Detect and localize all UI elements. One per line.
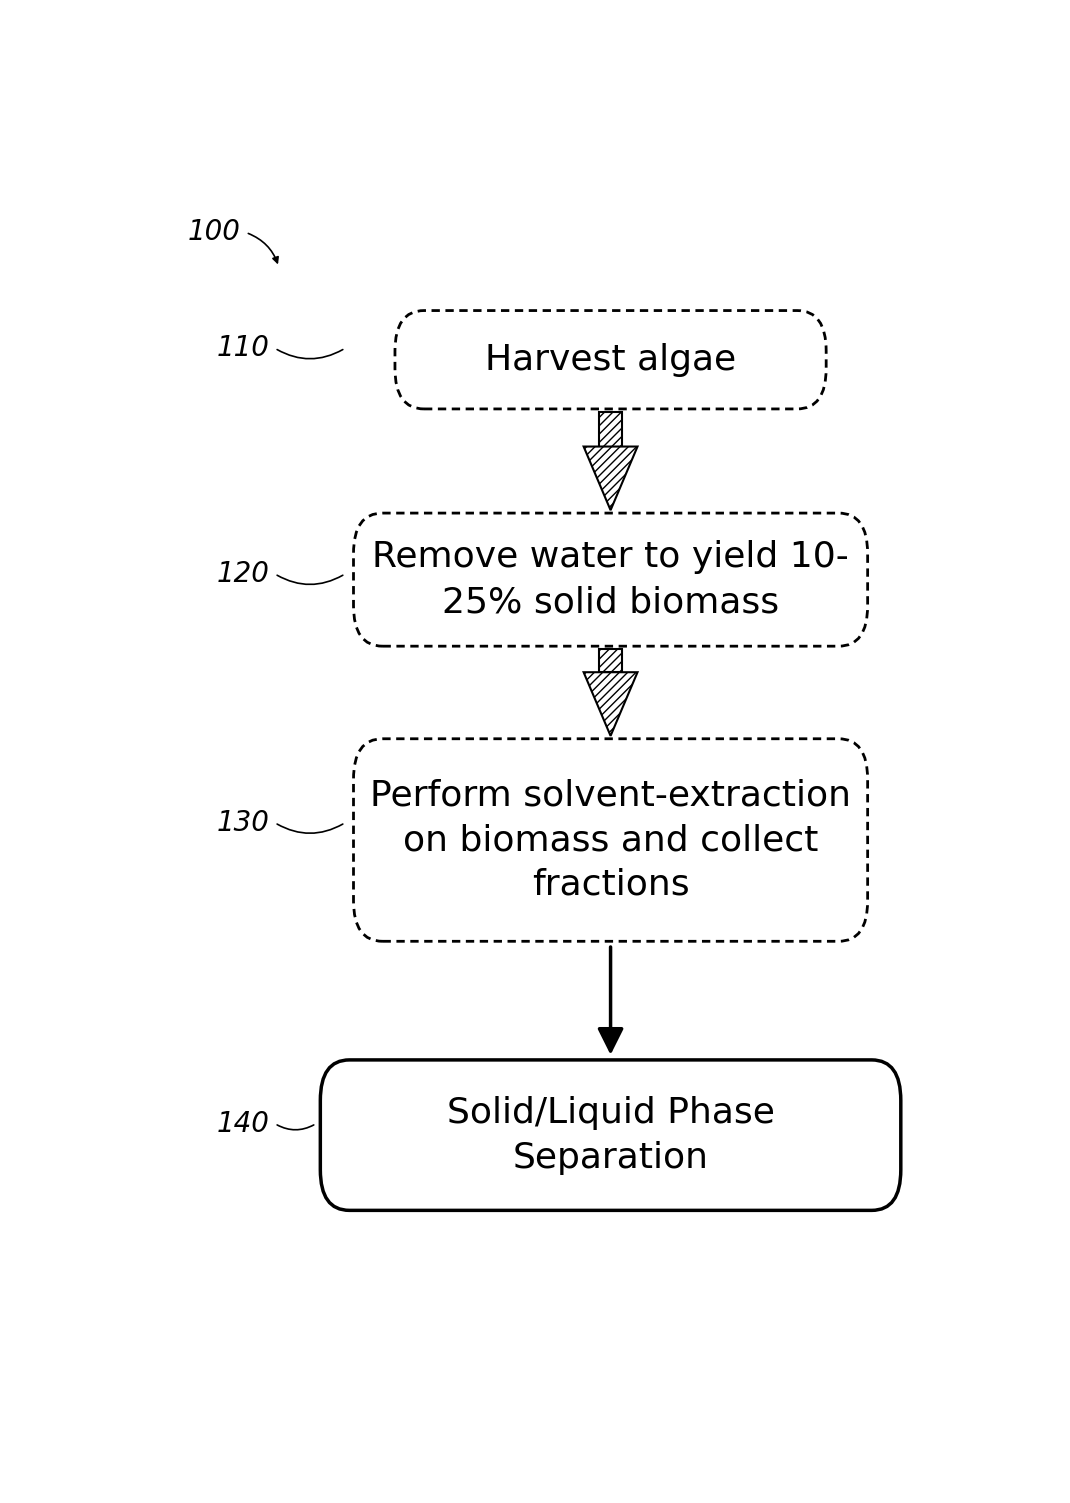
FancyBboxPatch shape — [353, 739, 868, 941]
FancyBboxPatch shape — [599, 412, 622, 446]
FancyBboxPatch shape — [353, 513, 868, 646]
Text: 140: 140 — [216, 1109, 270, 1138]
FancyBboxPatch shape — [320, 1060, 901, 1210]
Text: 120: 120 — [216, 559, 270, 588]
FancyBboxPatch shape — [599, 649, 622, 672]
Text: 130: 130 — [216, 809, 270, 837]
Text: Remove water to yield 10-
25% solid biomass: Remove water to yield 10- 25% solid biom… — [372, 540, 849, 619]
Text: 100: 100 — [187, 218, 241, 246]
Text: Perform solvent-extraction
on biomass and collect
fractions: Perform solvent-extraction on biomass an… — [370, 779, 851, 902]
Text: Solid/Liquid Phase
Separation: Solid/Liquid Phase Separation — [446, 1096, 775, 1174]
Polygon shape — [583, 446, 638, 510]
Text: Harvest algae: Harvest algae — [485, 343, 736, 377]
FancyBboxPatch shape — [395, 311, 826, 409]
Text: 110: 110 — [216, 334, 270, 362]
Polygon shape — [583, 672, 638, 736]
